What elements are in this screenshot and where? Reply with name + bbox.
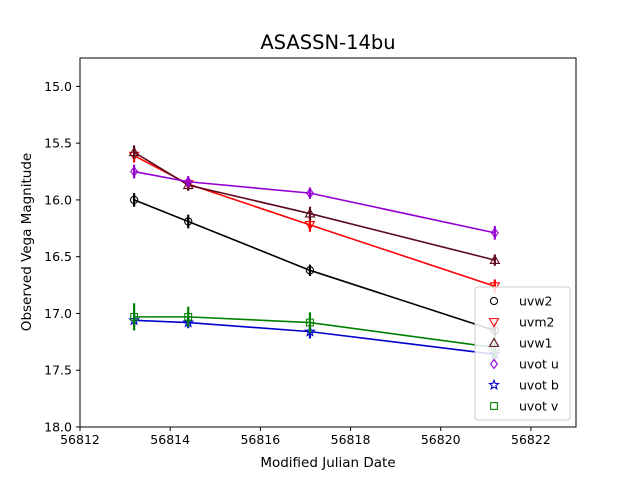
legend-item: uvot b	[488, 378, 559, 393]
legend-marker	[488, 378, 500, 391]
legend-item: uvw2	[489, 294, 553, 309]
data-point	[305, 266, 315, 275]
y-tick-label: 16.0	[44, 192, 72, 207]
series-line	[133, 151, 496, 261]
legend: uvw2 uvm2 uvw1 uvot u uvot b uvot v	[474, 286, 571, 421]
x-tick-label: 56822	[511, 432, 551, 447]
y-tick-label: 15.5	[44, 136, 72, 151]
x-axis-label: Modified Julian Date	[260, 455, 395, 471]
data-point	[305, 187, 315, 199]
plot-area	[128, 145, 501, 363]
data-point	[304, 207, 316, 218]
x-tick-label: 56818	[331, 432, 371, 447]
series-line	[133, 170, 496, 234]
y-axis-label: Observed Vega Magnitude	[19, 153, 35, 331]
legend-label: uvot u	[519, 357, 559, 372]
legend-label: uvw2	[519, 294, 553, 309]
y-tick-label: 17.0	[44, 306, 72, 321]
legend-label: uvot v	[519, 399, 559, 414]
data-point	[129, 195, 139, 205]
legend-item: uvot u	[489, 357, 559, 372]
series-uvot-u	[130, 164, 499, 240]
data-point	[128, 146, 140, 157]
legend-marker	[489, 296, 499, 306]
data-point	[184, 217, 193, 226]
legend-label: uvw1	[519, 336, 553, 351]
x-tick-label: 56812	[60, 432, 100, 447]
y-tick-label: 16.5	[44, 249, 72, 264]
x-tick-label: 56816	[240, 432, 280, 447]
y-tick-label: 15.0	[44, 79, 72, 94]
legend-box	[474, 286, 571, 421]
legend-label: uvm2	[519, 315, 554, 330]
y-tick-label: 17.5	[44, 363, 72, 378]
data-point	[130, 166, 139, 177]
y-tick-label: 18.0	[44, 420, 72, 435]
data-point	[306, 318, 314, 327]
chart-title: ASASSN-14bu	[260, 31, 395, 54]
legend-item: uvot v	[490, 399, 559, 414]
plot-frame	[79, 57, 577, 428]
series-line	[133, 199, 496, 332]
legend-item: uvw1	[488, 336, 553, 351]
x-tick-label: 56814	[150, 432, 190, 447]
series-line	[134, 316, 495, 349]
data-point	[304, 325, 316, 337]
legend-marker	[490, 402, 498, 410]
series-line	[134, 319, 495, 356]
data-point	[304, 220, 316, 231]
data-point	[490, 227, 499, 239]
data-point	[182, 179, 194, 190]
legend-label: uvot b	[519, 378, 559, 393]
series-uvot-v	[130, 303, 499, 359]
data-point	[184, 312, 193, 321]
x-axis: 56812 56814 56816 56818 56820 56822	[60, 427, 551, 447]
legend-marker	[489, 358, 499, 370]
data-point	[489, 254, 501, 265]
data-point	[130, 312, 139, 321]
x-tick-label: 56820	[421, 432, 461, 447]
series-uvw1	[128, 145, 501, 266]
series-line	[133, 154, 496, 287]
legend-item: uvm2	[488, 315, 554, 330]
y-axis: 15.0 15.5 16.0 16.5 17.0 17.5 18.0	[44, 79, 80, 435]
legend-marker	[488, 318, 500, 328]
legend-marker	[488, 337, 500, 347]
data-point	[184, 176, 193, 188]
